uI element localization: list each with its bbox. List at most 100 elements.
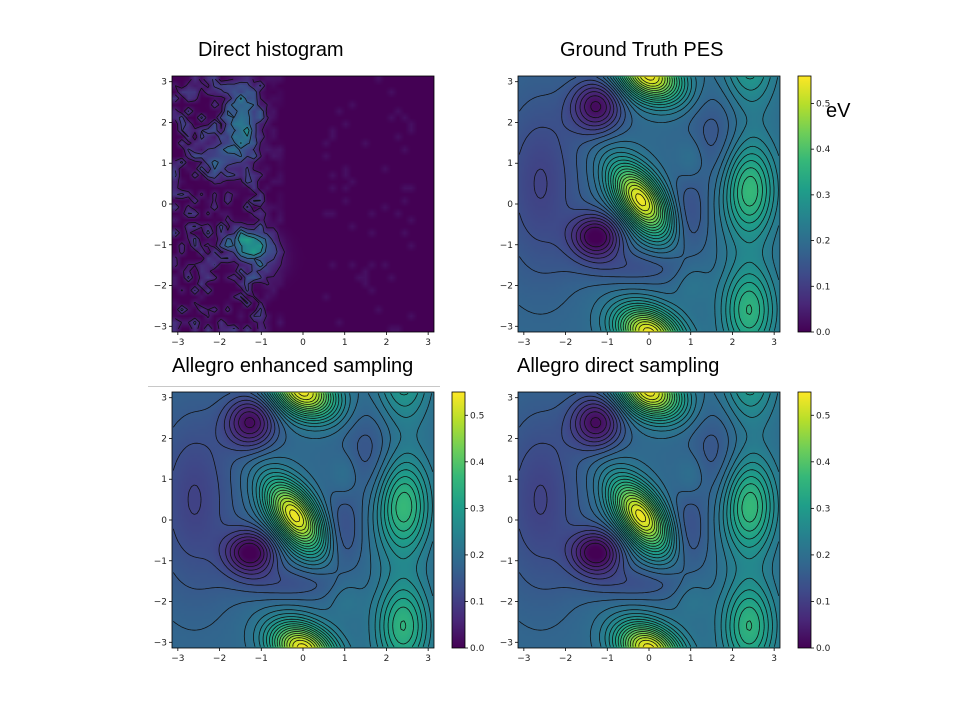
- contour-line: [623, 393, 668, 647]
- panel-title-direct-sampling: Allegro direct sampling: [517, 355, 720, 377]
- contour-line: [533, 399, 620, 580]
- contour-line: [174, 78, 278, 330]
- x-tick-label: 1: [342, 338, 348, 348]
- contour-line: [584, 417, 607, 564]
- contour-line: [601, 77, 779, 331]
- colorbar: [451, 391, 466, 649]
- contour-line: [174, 78, 285, 330]
- colorbar-tick-label: 0.4: [470, 458, 485, 468]
- contour-line: [589, 77, 737, 331]
- y-tick-label: 1: [161, 475, 167, 485]
- colorbar-tick-label: 0.0: [816, 644, 831, 654]
- colorbar-tick-label: 0.5: [470, 411, 484, 421]
- contour-line: [233, 411, 265, 567]
- x-tick-label: −1: [601, 654, 614, 664]
- x-tick-label: −2: [559, 654, 572, 664]
- x-tick-label: 1: [688, 654, 694, 664]
- contour-line: [266, 393, 417, 647]
- divider-line: [148, 386, 440, 387]
- contour-line: [172, 395, 281, 586]
- y-tick-label: 0: [507, 200, 513, 210]
- colorbar-tick-label: 0.2: [816, 551, 830, 561]
- colorbar-tick-label: 0.1: [816, 597, 830, 607]
- x-tick-label: 2: [730, 654, 736, 664]
- colorbar-tick-label: 0.0: [470, 644, 485, 654]
- contour-line: [579, 411, 611, 567]
- x-tick-label: −3: [171, 654, 184, 664]
- contour-line: [264, 393, 421, 647]
- y-tick-label: 1: [507, 475, 513, 485]
- y-tick-label: −1: [500, 241, 513, 251]
- direct-sampling-plot: −3 −2 −1 0 1 2 3 −3 −2 −1 0 1 2 3 0.0 0.1 0.2 0.3 0.4 0.5: [500, 391, 831, 664]
- colorbar-tick-label: 0.5: [816, 99, 830, 109]
- contour-line: [631, 77, 660, 331]
- contour-line: [251, 393, 434, 647]
- contour-line: [173, 392, 383, 631]
- contour-line: [614, 393, 759, 647]
- y-tick-label: 1: [161, 159, 167, 169]
- contour-line: [237, 97, 264, 256]
- x-tick-label: 2: [384, 338, 390, 348]
- panel-title-enhanced-sampling: Allegro enhanced sampling: [172, 355, 414, 377]
- contour-lines: [518, 76, 780, 332]
- direct-histogram-plot: −3 −2 −1 0 1 2 3 −3 −2 −1 0 1 2 3: [154, 75, 435, 348]
- contour-lines: [172, 392, 434, 648]
- contour-line: [604, 77, 775, 331]
- contour-line: [610, 77, 767, 331]
- contour-line: [172, 392, 373, 594]
- contour-line: [238, 417, 261, 564]
- contour-lines: [174, 78, 285, 330]
- y-tick-label: 0: [507, 516, 513, 526]
- contour-line: [518, 392, 719, 594]
- contour-line: [258, 393, 429, 647]
- contour-line: [229, 407, 268, 571]
- x-tick-label: −1: [601, 338, 614, 348]
- x-tick-label: 3: [425, 338, 431, 348]
- contour-line: [584, 101, 607, 248]
- contour-line: [617, 77, 675, 331]
- y-tick-label: 3: [161, 394, 167, 404]
- contour-line: [289, 392, 310, 648]
- y-tick-label: 3: [507, 394, 513, 404]
- x-tick-label: 1: [342, 654, 348, 664]
- x-tick-label: −3: [171, 338, 184, 348]
- contour-line: [621, 393, 671, 647]
- y-tick-label: −1: [500, 557, 513, 567]
- contour-line: [261, 392, 425, 647]
- x-tick-label: −3: [517, 338, 530, 348]
- y-tick-label: 2: [161, 434, 167, 444]
- y-tick-label: −3: [500, 638, 513, 648]
- y-tick-label: 2: [507, 118, 513, 128]
- contour-line: [571, 403, 617, 575]
- y-tick-label: −3: [154, 322, 167, 332]
- contour-line: [255, 393, 433, 647]
- y-tick-label: 3: [161, 78, 167, 88]
- x-tick-label: −3: [517, 654, 530, 664]
- x-tick-label: 0: [300, 654, 306, 664]
- contour-line: [279, 393, 320, 647]
- contour-line: [597, 77, 780, 331]
- contour-line: [612, 77, 763, 331]
- x-tick-label: 0: [646, 338, 652, 348]
- contour-line: [518, 76, 719, 278]
- x-tick-label: 3: [771, 654, 777, 664]
- contour-line: [518, 79, 627, 270]
- contour-line: [625, 393, 666, 647]
- contour-line: [575, 91, 614, 255]
- y-tick-label: 1: [507, 159, 513, 169]
- contour-lines: [518, 392, 780, 648]
- contour-line: [268, 393, 413, 647]
- contour-line: [607, 76, 771, 331]
- contour-line: [277, 393, 322, 647]
- heatmap-raster: [172, 76, 434, 332]
- contour-line: [635, 76, 656, 332]
- y-tick-label: −2: [154, 598, 167, 608]
- y-tick-label: −3: [154, 638, 167, 648]
- contour-line: [623, 77, 668, 331]
- contour-line: [579, 95, 611, 251]
- colorbar-tick-label: 0.4: [816, 145, 831, 155]
- colorbar-unit-label: eV: [826, 100, 851, 122]
- contour-line: [601, 393, 779, 647]
- contour-line: [597, 393, 780, 647]
- contour-line: [275, 393, 325, 647]
